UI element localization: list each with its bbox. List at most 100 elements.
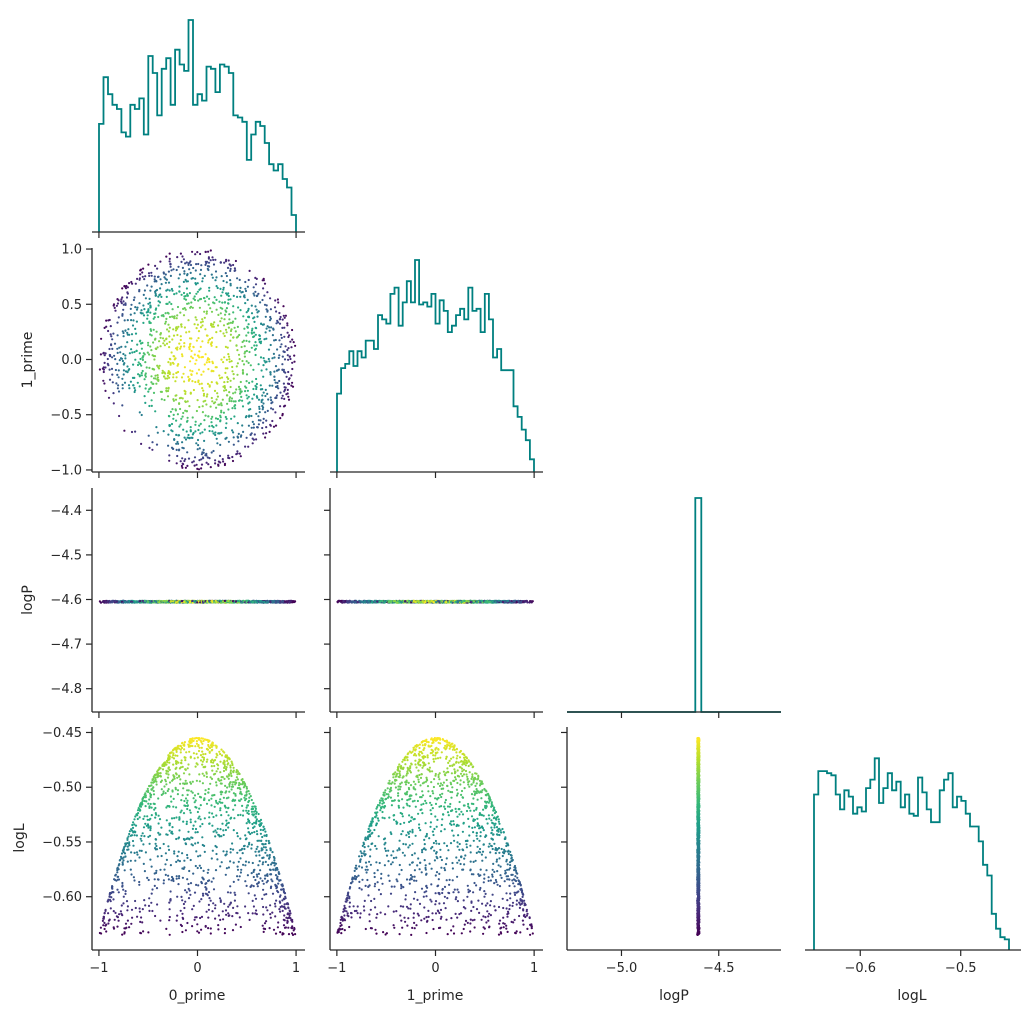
point-0prime-1prime (205, 312, 208, 315)
point-0prime-1prime (250, 331, 253, 334)
point-0prime-1prime (275, 394, 279, 397)
point-1prime-logL (484, 916, 487, 919)
point-0prime-1prime (281, 394, 284, 397)
point-0prime-1prime (245, 373, 249, 376)
point-0prime-1prime (180, 325, 183, 328)
point-0prime-1prime (265, 432, 268, 435)
point-0prime-1prime (150, 271, 153, 274)
point-0prime-1prime (116, 347, 119, 350)
point-0prime-logL (147, 878, 150, 882)
point-1prime-logL (462, 927, 465, 931)
point-0prime-logL (182, 787, 185, 790)
point-0prime-logL (201, 750, 204, 753)
point-1prime-logL (430, 900, 433, 903)
point-0prime-logL (244, 864, 247, 867)
point-0prime-1prime (190, 349, 193, 353)
point-0prime-1prime (286, 348, 289, 352)
point-0prime-1prime (215, 406, 218, 409)
point-1prime-logL (455, 757, 458, 760)
point-1prime-logL (384, 849, 387, 853)
point-0prime-1prime (126, 331, 129, 334)
point-0prime-logL (274, 862, 278, 865)
point-0prime-1prime (215, 398, 218, 401)
point-1prime-logL (467, 817, 470, 821)
point-1prime-logL (470, 793, 474, 796)
point-0prime-1prime (198, 350, 201, 353)
point-1prime-logL (443, 895, 446, 898)
point-1prime-logL (426, 785, 430, 788)
point-0prime-1prime (181, 266, 184, 269)
point-1prime-logL (480, 797, 483, 800)
point-0prime-1prime (209, 405, 212, 408)
point-1prime-logL (417, 778, 420, 781)
point-1prime-logL (425, 895, 428, 898)
point-1prime-logL (426, 768, 429, 771)
point-0prime-1prime (102, 351, 105, 354)
point-0prime-1prime (131, 324, 135, 327)
point-1prime-logL (387, 874, 390, 877)
point-0prime-logL (132, 831, 135, 834)
point-0prime-1prime (215, 285, 218, 288)
point-1prime-logL (391, 799, 394, 803)
point-1prime-logL (348, 905, 351, 908)
point-1prime-logL (388, 879, 391, 883)
point-0prime-logL (210, 797, 213, 800)
point-0prime-1prime (120, 298, 123, 301)
point-0prime-1prime (232, 311, 235, 314)
point-0prime-1prime (198, 383, 201, 386)
point-0prime-logL (152, 793, 156, 796)
point-0prime-logL (199, 825, 202, 828)
point-0prime-1prime (269, 371, 272, 374)
point-1prime-logL (445, 879, 448, 882)
point-0prime-logL (168, 915, 171, 919)
point-0prime-1prime (269, 373, 272, 376)
point-1prime-logL (474, 859, 477, 862)
point-0prime-1prime (156, 374, 159, 377)
point-1prime-logL (458, 848, 461, 851)
point-0prime-logL (176, 789, 180, 792)
point-1prime-logL (434, 912, 438, 915)
point-0prime-1prime (232, 294, 235, 297)
point-0prime-1prime (220, 317, 223, 320)
point-0prime-logL (215, 831, 218, 834)
point-1prime-logL (499, 927, 502, 930)
point-1prime-logL (490, 845, 493, 848)
point-0prime-1prime (214, 417, 218, 420)
point-0prime-1prime (214, 258, 217, 261)
point-1prime-logL (432, 841, 435, 845)
point-1prime-logL (429, 795, 432, 798)
point-0prime-1prime (237, 440, 240, 443)
point-0prime-1prime (116, 351, 119, 354)
point-0prime-logL (273, 902, 277, 905)
point-0prime-logL (165, 806, 168, 809)
point-1prime-logL (467, 781, 470, 784)
point-0prime-logL (103, 927, 106, 931)
point-0prime-logL (128, 830, 131, 833)
point-0prime-logL (229, 764, 232, 767)
point-0prime-logL (241, 778, 244, 781)
point-0prime-1prime (198, 288, 201, 291)
point-0prime-1prime (260, 400, 263, 404)
point-1prime-logL (428, 770, 432, 773)
point-0prime-logL (159, 868, 162, 871)
point-0prime-1prime (173, 355, 176, 358)
point-1prime-logL (377, 835, 380, 838)
point-0prime-logL (225, 824, 228, 827)
point-0prime-logL (197, 749, 201, 753)
point-0prime-logL (287, 933, 291, 936)
point-1prime-logL (505, 860, 508, 863)
point-1prime-logL (448, 878, 451, 882)
point-0prime-logL (237, 784, 241, 787)
point-0prime-1prime (178, 402, 181, 405)
point-0prime-logL (192, 752, 195, 755)
point-0prime-1prime (232, 263, 235, 267)
point-1prime-logL (406, 770, 409, 773)
point-0prime-logL (189, 893, 192, 896)
point-0prime-1prime (274, 424, 278, 427)
point-0prime-1prime (215, 424, 218, 427)
point-1prime-logL (462, 768, 465, 772)
point-0prime-1prime (133, 386, 136, 390)
point-0prime-1prime (202, 370, 205, 373)
point-0prime-logL (279, 894, 282, 897)
point-1prime-logL (397, 794, 400, 797)
